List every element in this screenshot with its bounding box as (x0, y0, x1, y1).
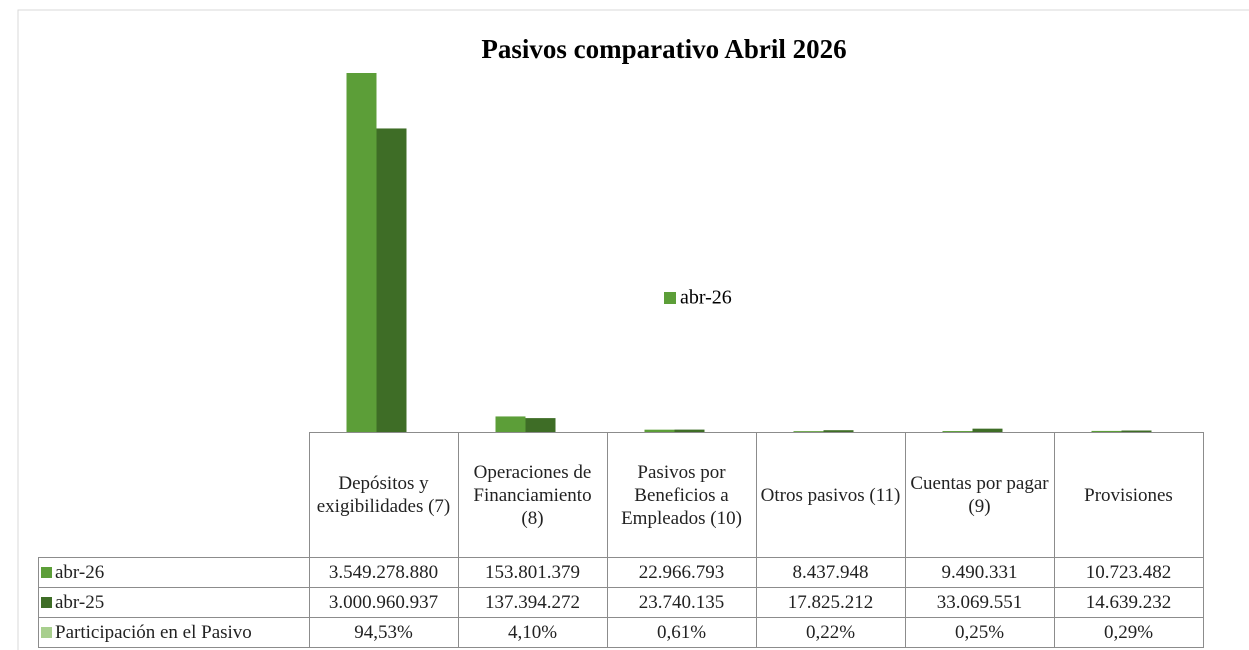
bar (674, 429, 705, 432)
legend-swatch (41, 597, 52, 608)
legend-swatch (41, 627, 52, 638)
legend-label: abr-26 (680, 287, 732, 309)
legend-swatch (41, 567, 52, 578)
category-label: Pasivos por Beneficios a Empleados (10) (606, 432, 757, 558)
table-row: Participación en el Pasivo 94,53% 4,10% 0,6… (38, 617, 1204, 648)
bar (376, 128, 407, 432)
series-name: Participación en el Pasivo (55, 622, 252, 643)
category-label: Otros pasivos (11) (755, 432, 906, 558)
bar (346, 73, 377, 432)
value-cell: 0,22% (755, 617, 906, 648)
table-row: abr-25 3.000.960.937 137.394.272 23.740.135… (38, 587, 1204, 618)
series-name-cell: abr-25 (38, 587, 310, 618)
bar (495, 416, 526, 432)
category-label: Cuentas por pagar (9) (904, 432, 1055, 558)
series-name-cell: abr-26 (38, 557, 310, 588)
value-cell: 23.740.135 (606, 587, 757, 618)
bar (1121, 430, 1152, 432)
value-cell: 0,29% (1053, 617, 1204, 648)
value-cell: 137.394.272 (457, 587, 608, 618)
bar (823, 430, 854, 432)
category-label: Depósitos y exigibilidades (7) (308, 432, 459, 558)
chart-title: Pasivos comparativo Abril 2026 (481, 34, 846, 64)
value-cell: 153.801.379 (457, 557, 608, 588)
category-label: Operaciones de Financiamiento (8) (457, 432, 608, 558)
legend-swatch (664, 292, 676, 304)
value-cell: 9.490.331 (904, 557, 1055, 588)
value-cell: 3.549.278.880 (308, 557, 459, 588)
series-name: abr-25 (55, 592, 105, 613)
table-header-row: Depósitos y exigibilidades (7) Operacione… (39, 432, 1204, 558)
value-cell: 3.000.960.937 (308, 587, 459, 618)
bar (972, 428, 1003, 432)
table-row: abr-26 3.549.278.880 153.801.379 22.966.793… (38, 557, 1204, 588)
value-cell: 0,61% (606, 617, 757, 648)
value-cell: 33.069.551 (904, 587, 1055, 618)
value-cell: 8.437.948 (755, 557, 906, 588)
data-table: Depósitos y exigibilidades (7) Operacione… (38, 432, 1204, 648)
series-name-cell: Participación en el Pasivo (38, 617, 310, 648)
bar (1091, 430, 1122, 432)
value-cell: 0,25% (904, 617, 1055, 648)
table-corner (39, 433, 310, 558)
bar (793, 431, 824, 432)
bar (525, 418, 556, 432)
bar (644, 429, 675, 432)
value-cell: 22.966.793 (606, 557, 757, 588)
category-label: Provisiones (1053, 432, 1204, 558)
chart-border (17, 9, 1249, 650)
series-name: abr-26 (55, 562, 105, 583)
value-cell: 14.639.232 (1053, 587, 1204, 618)
value-cell: 94,53% (308, 617, 459, 648)
value-cell: 17.825.212 (755, 587, 906, 618)
bar (942, 431, 973, 432)
value-cell: 10.723.482 (1053, 557, 1204, 588)
value-cell: 4,10% (457, 617, 608, 648)
